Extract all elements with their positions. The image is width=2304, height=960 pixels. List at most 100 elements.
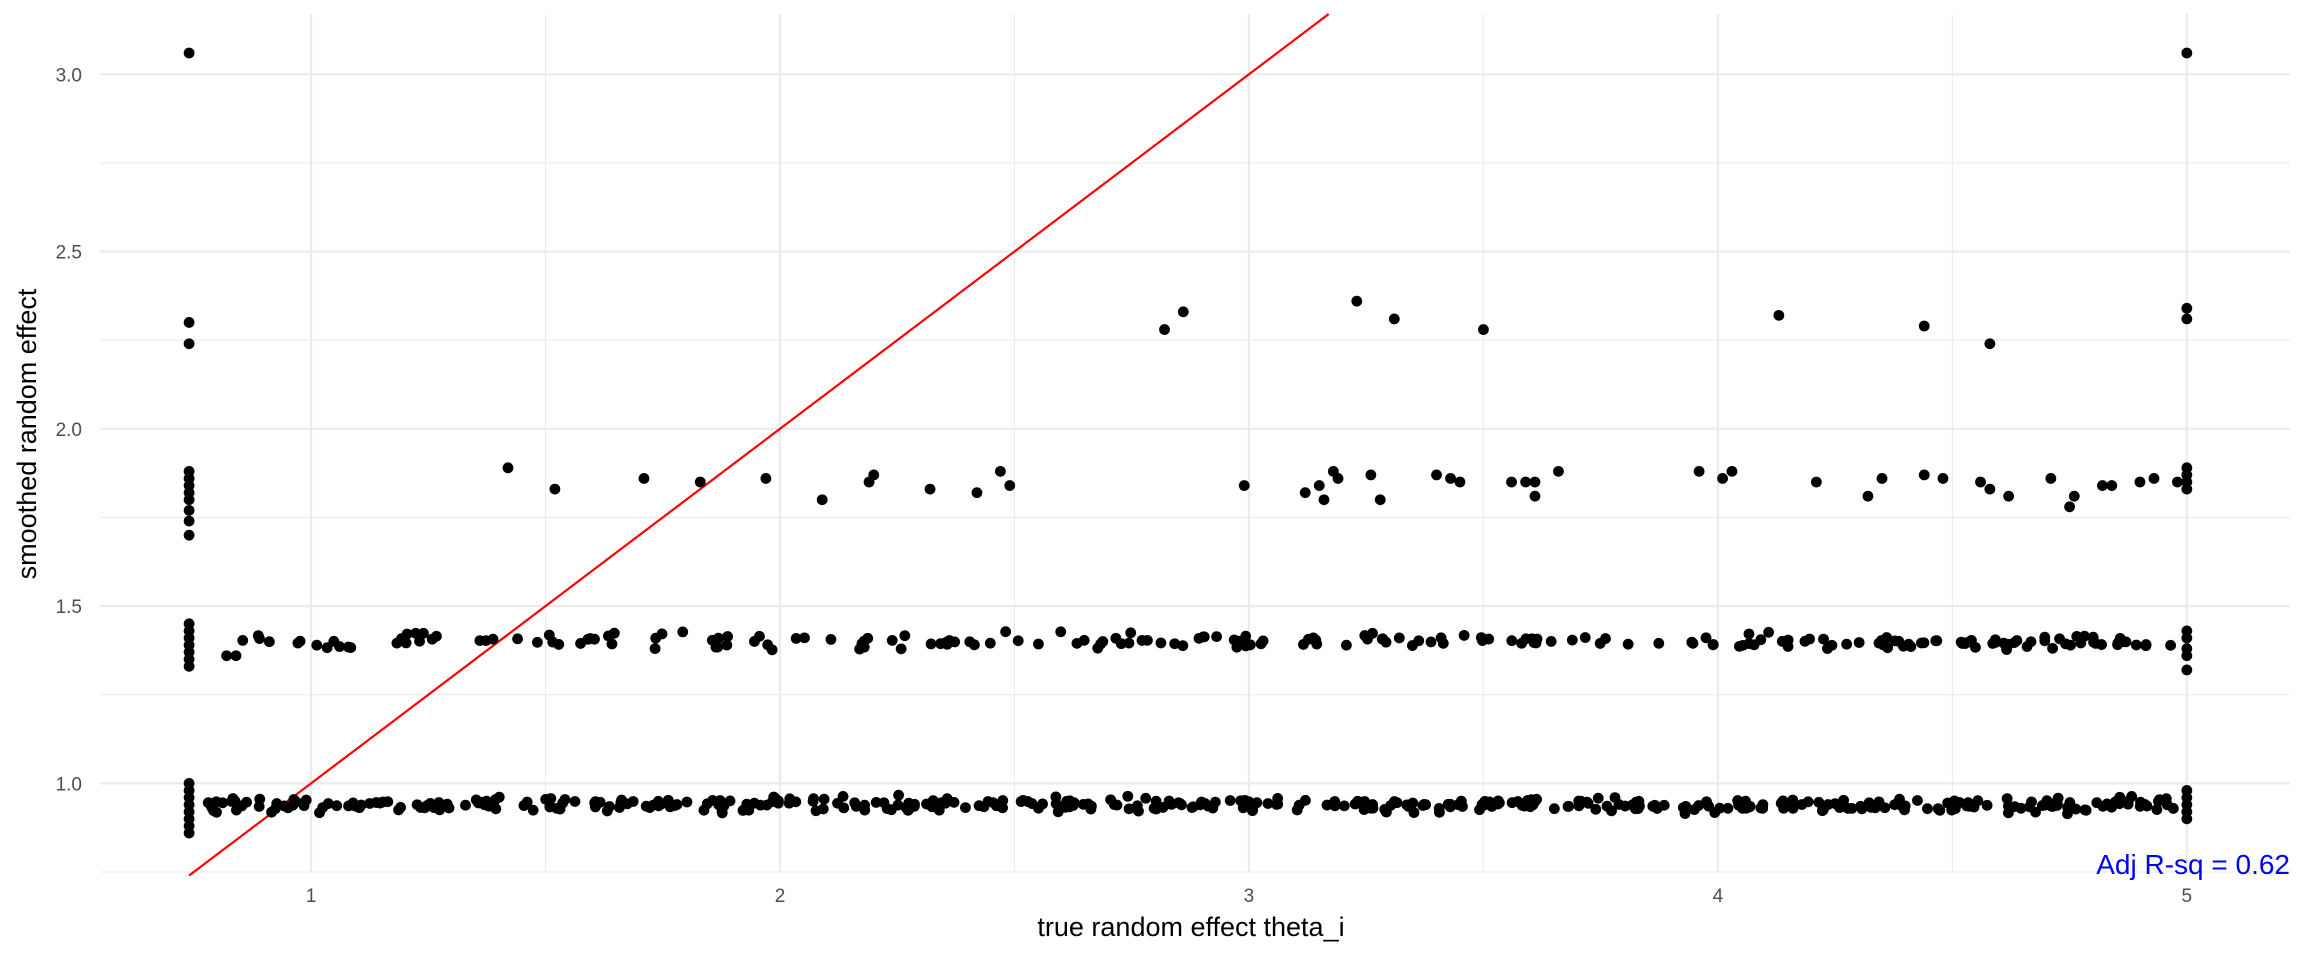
- data-point: [183, 338, 195, 350]
- data-point: [627, 796, 639, 807]
- data-point: [1050, 798, 1062, 810]
- data-point: [1700, 632, 1712, 644]
- data-point: [941, 638, 953, 650]
- data-point: [2003, 490, 2015, 502]
- data-point: [1937, 473, 1949, 484]
- data-point: [2080, 804, 2092, 816]
- data-point: [300, 794, 312, 806]
- data-point: [1255, 638, 1267, 650]
- data-point: [401, 628, 413, 640]
- data-point: [1123, 637, 1135, 649]
- data-point: [1479, 796, 1491, 807]
- data-point: [1425, 636, 1437, 648]
- data-point: [856, 638, 868, 649]
- data-point: [490, 803, 502, 815]
- data-point: [1679, 808, 1691, 820]
- data-point: [2130, 639, 2142, 651]
- data-point: [868, 469, 880, 481]
- data-point: [1177, 306, 1189, 318]
- y-axis-ticks: 1.0 1.5 2.0 2.5 3.0: [56, 65, 82, 795]
- data-point: [790, 633, 802, 644]
- data-point: [543, 629, 555, 641]
- data-point: [1998, 637, 2010, 649]
- data-point: [1707, 639, 1719, 651]
- data-point: [886, 635, 898, 646]
- data-point: [2011, 635, 2023, 646]
- data-point: [2172, 476, 2183, 488]
- data-point: [1247, 805, 1258, 817]
- data-point: [1783, 800, 1795, 812]
- y-tick-label: 2.0: [56, 420, 82, 441]
- data-point: [1609, 792, 1621, 803]
- data-point: [859, 804, 871, 816]
- data-point: [2030, 806, 2041, 818]
- data-point: [1177, 640, 1189, 652]
- data-point: [1726, 465, 1738, 477]
- data-point: [1763, 626, 1775, 638]
- data-point: [1224, 795, 1236, 806]
- data-point: [334, 641, 345, 652]
- data-point: [2021, 641, 2033, 652]
- data-point: [1291, 804, 1303, 816]
- data-point: [1393, 632, 1405, 644]
- data-point: [1037, 798, 1048, 810]
- data-point: [2181, 664, 2193, 676]
- data-point: [1930, 635, 1942, 647]
- data-point: [760, 473, 772, 484]
- data-point: [1918, 320, 1930, 332]
- data-point: [1061, 801, 1073, 813]
- data-point: [1434, 806, 1445, 818]
- data-point: [1187, 801, 1199, 813]
- data-point: [1743, 628, 1755, 640]
- data-point: [364, 798, 376, 809]
- data-point: [832, 797, 843, 809]
- data-point: [1853, 637, 1865, 648]
- fit-annotation: Adj R-sq = 0.62: [2096, 849, 2290, 880]
- data-point: [1298, 639, 1309, 650]
- data-point: [1444, 798, 1456, 810]
- data-point: [1566, 634, 1578, 646]
- data-point: [2052, 792, 2064, 804]
- data-point: [638, 473, 650, 484]
- data-point: [2039, 631, 2051, 643]
- data-point: [712, 641, 724, 653]
- data-point: [677, 626, 689, 638]
- data-point: [1506, 635, 1518, 647]
- data-point: [2040, 799, 2051, 811]
- data-point: [2140, 640, 2152, 652]
- data-point: [1169, 638, 1181, 650]
- data-point: [1737, 802, 1748, 814]
- data-point: [799, 632, 810, 644]
- data-point: [1506, 476, 1517, 488]
- data-point: [715, 799, 727, 811]
- data-point: [553, 638, 565, 650]
- data-point: [1000, 626, 1012, 638]
- data-point: [762, 639, 774, 651]
- data-point: [2181, 483, 2193, 495]
- data-point: [2181, 313, 2193, 325]
- data-point: [2026, 796, 2037, 808]
- y-tick-label: 3.0: [56, 65, 82, 86]
- data-point: [1856, 803, 1868, 815]
- y-tick-label: 1.5: [56, 597, 82, 618]
- data-point: [545, 793, 557, 804]
- data-point: [2148, 473, 2160, 484]
- data-point: [1299, 487, 1311, 499]
- data-point: [1311, 638, 1323, 650]
- data-point: [1529, 490, 1541, 502]
- data-point: [656, 628, 668, 640]
- data-point: [518, 800, 530, 811]
- data-point: [964, 636, 976, 648]
- data-point: [2071, 630, 2083, 642]
- data-point: [426, 633, 438, 645]
- data-point: [1078, 634, 1090, 646]
- data-point: [741, 798, 753, 810]
- data-point: [2122, 795, 2134, 807]
- data-point: [254, 793, 266, 805]
- data-point: [722, 631, 734, 642]
- data-point: [2151, 804, 2163, 815]
- data-point: [1055, 626, 1067, 638]
- data-point: [434, 804, 445, 816]
- x-axis-ticks: 1 2 3 4 5: [306, 886, 2192, 907]
- data-point: [1359, 796, 1371, 807]
